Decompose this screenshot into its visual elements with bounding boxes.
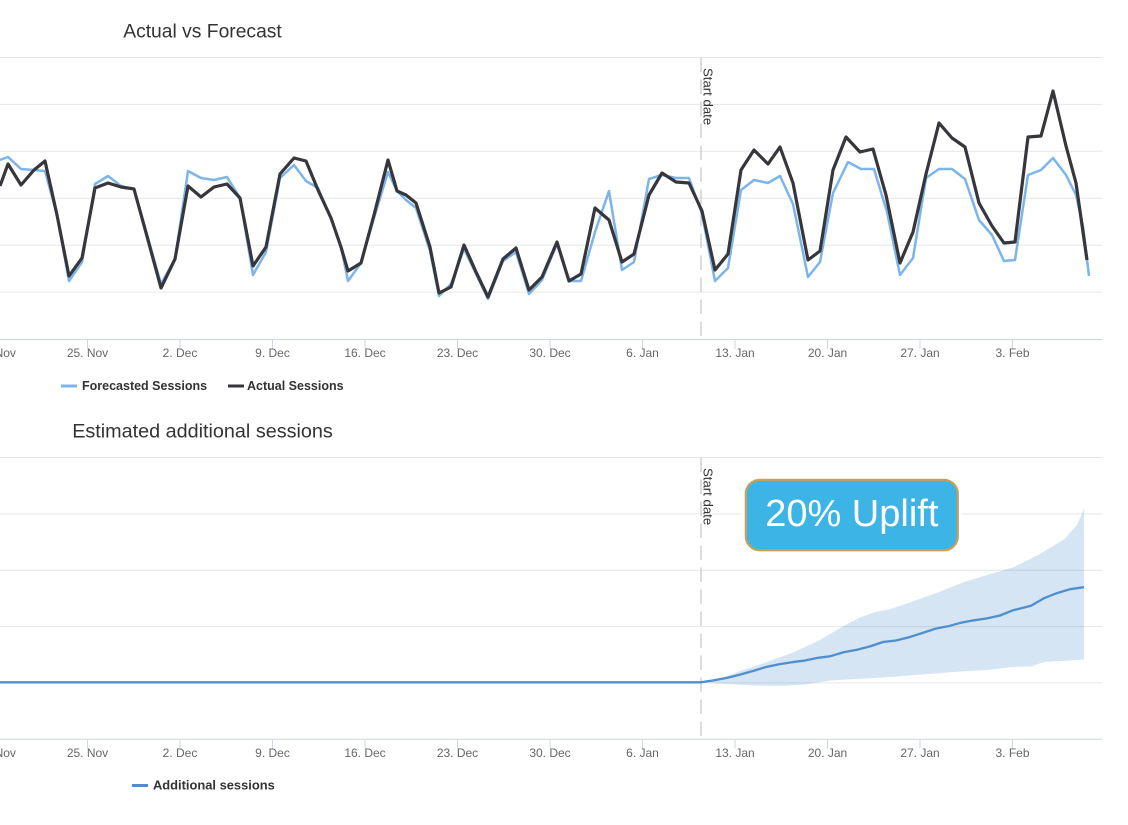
svg-text:Actual vs Forecast: Actual vs Forecast xyxy=(123,22,282,43)
svg-text:2. Dec: 2. Dec xyxy=(163,346,198,360)
svg-text:30. Dec: 30. Dec xyxy=(529,746,570,760)
svg-text:30. Dec: 30. Dec xyxy=(529,346,570,360)
svg-text:Estimated additional sessions: Estimated additional sessions xyxy=(72,421,333,443)
svg-text:Start date: Start date xyxy=(701,68,716,125)
svg-text:25. Nov: 25. Nov xyxy=(67,746,108,760)
svg-text:13. Jan: 13. Jan xyxy=(715,746,754,760)
svg-text:Actual Sessions: Actual Sessions xyxy=(247,379,344,393)
svg-text:6. Jan: 6. Jan xyxy=(626,346,659,360)
svg-text:20% Uplift: 20% Uplift xyxy=(765,493,939,535)
svg-text:16. Dec: 16. Dec xyxy=(344,746,385,760)
svg-text:9. Dec: 9. Dec xyxy=(255,346,290,360)
svg-text:2. Dec: 2. Dec xyxy=(163,746,198,760)
svg-text:27. Jan: 27. Jan xyxy=(900,346,939,360)
svg-text:9. Dec: 9. Dec xyxy=(255,746,290,760)
svg-text:23. Dec: 23. Dec xyxy=(437,746,478,760)
svg-text:16. Dec: 16. Dec xyxy=(344,346,385,360)
svg-text:Start date: Start date xyxy=(701,468,716,525)
svg-text:6. Jan: 6. Jan xyxy=(626,746,659,760)
svg-text:18. Nov: 18. Nov xyxy=(0,346,16,360)
svg-text:3. Feb: 3. Feb xyxy=(995,746,1029,760)
svg-text:18. Nov: 18. Nov xyxy=(0,746,16,760)
svg-text:25. Nov: 25. Nov xyxy=(67,346,108,360)
svg-text:13. Jan: 13. Jan xyxy=(715,346,754,360)
svg-text:27. Jan: 27. Jan xyxy=(900,746,939,760)
svg-text:3. Feb: 3. Feb xyxy=(995,346,1029,360)
svg-text:20. Jan: 20. Jan xyxy=(808,746,847,760)
svg-text:23. Dec: 23. Dec xyxy=(437,346,478,360)
svg-text:20. Jan: 20. Jan xyxy=(808,346,847,360)
svg-text:Forecasted Sessions: Forecasted Sessions xyxy=(82,379,207,393)
svg-text:Additional sessions: Additional sessions xyxy=(153,778,275,793)
